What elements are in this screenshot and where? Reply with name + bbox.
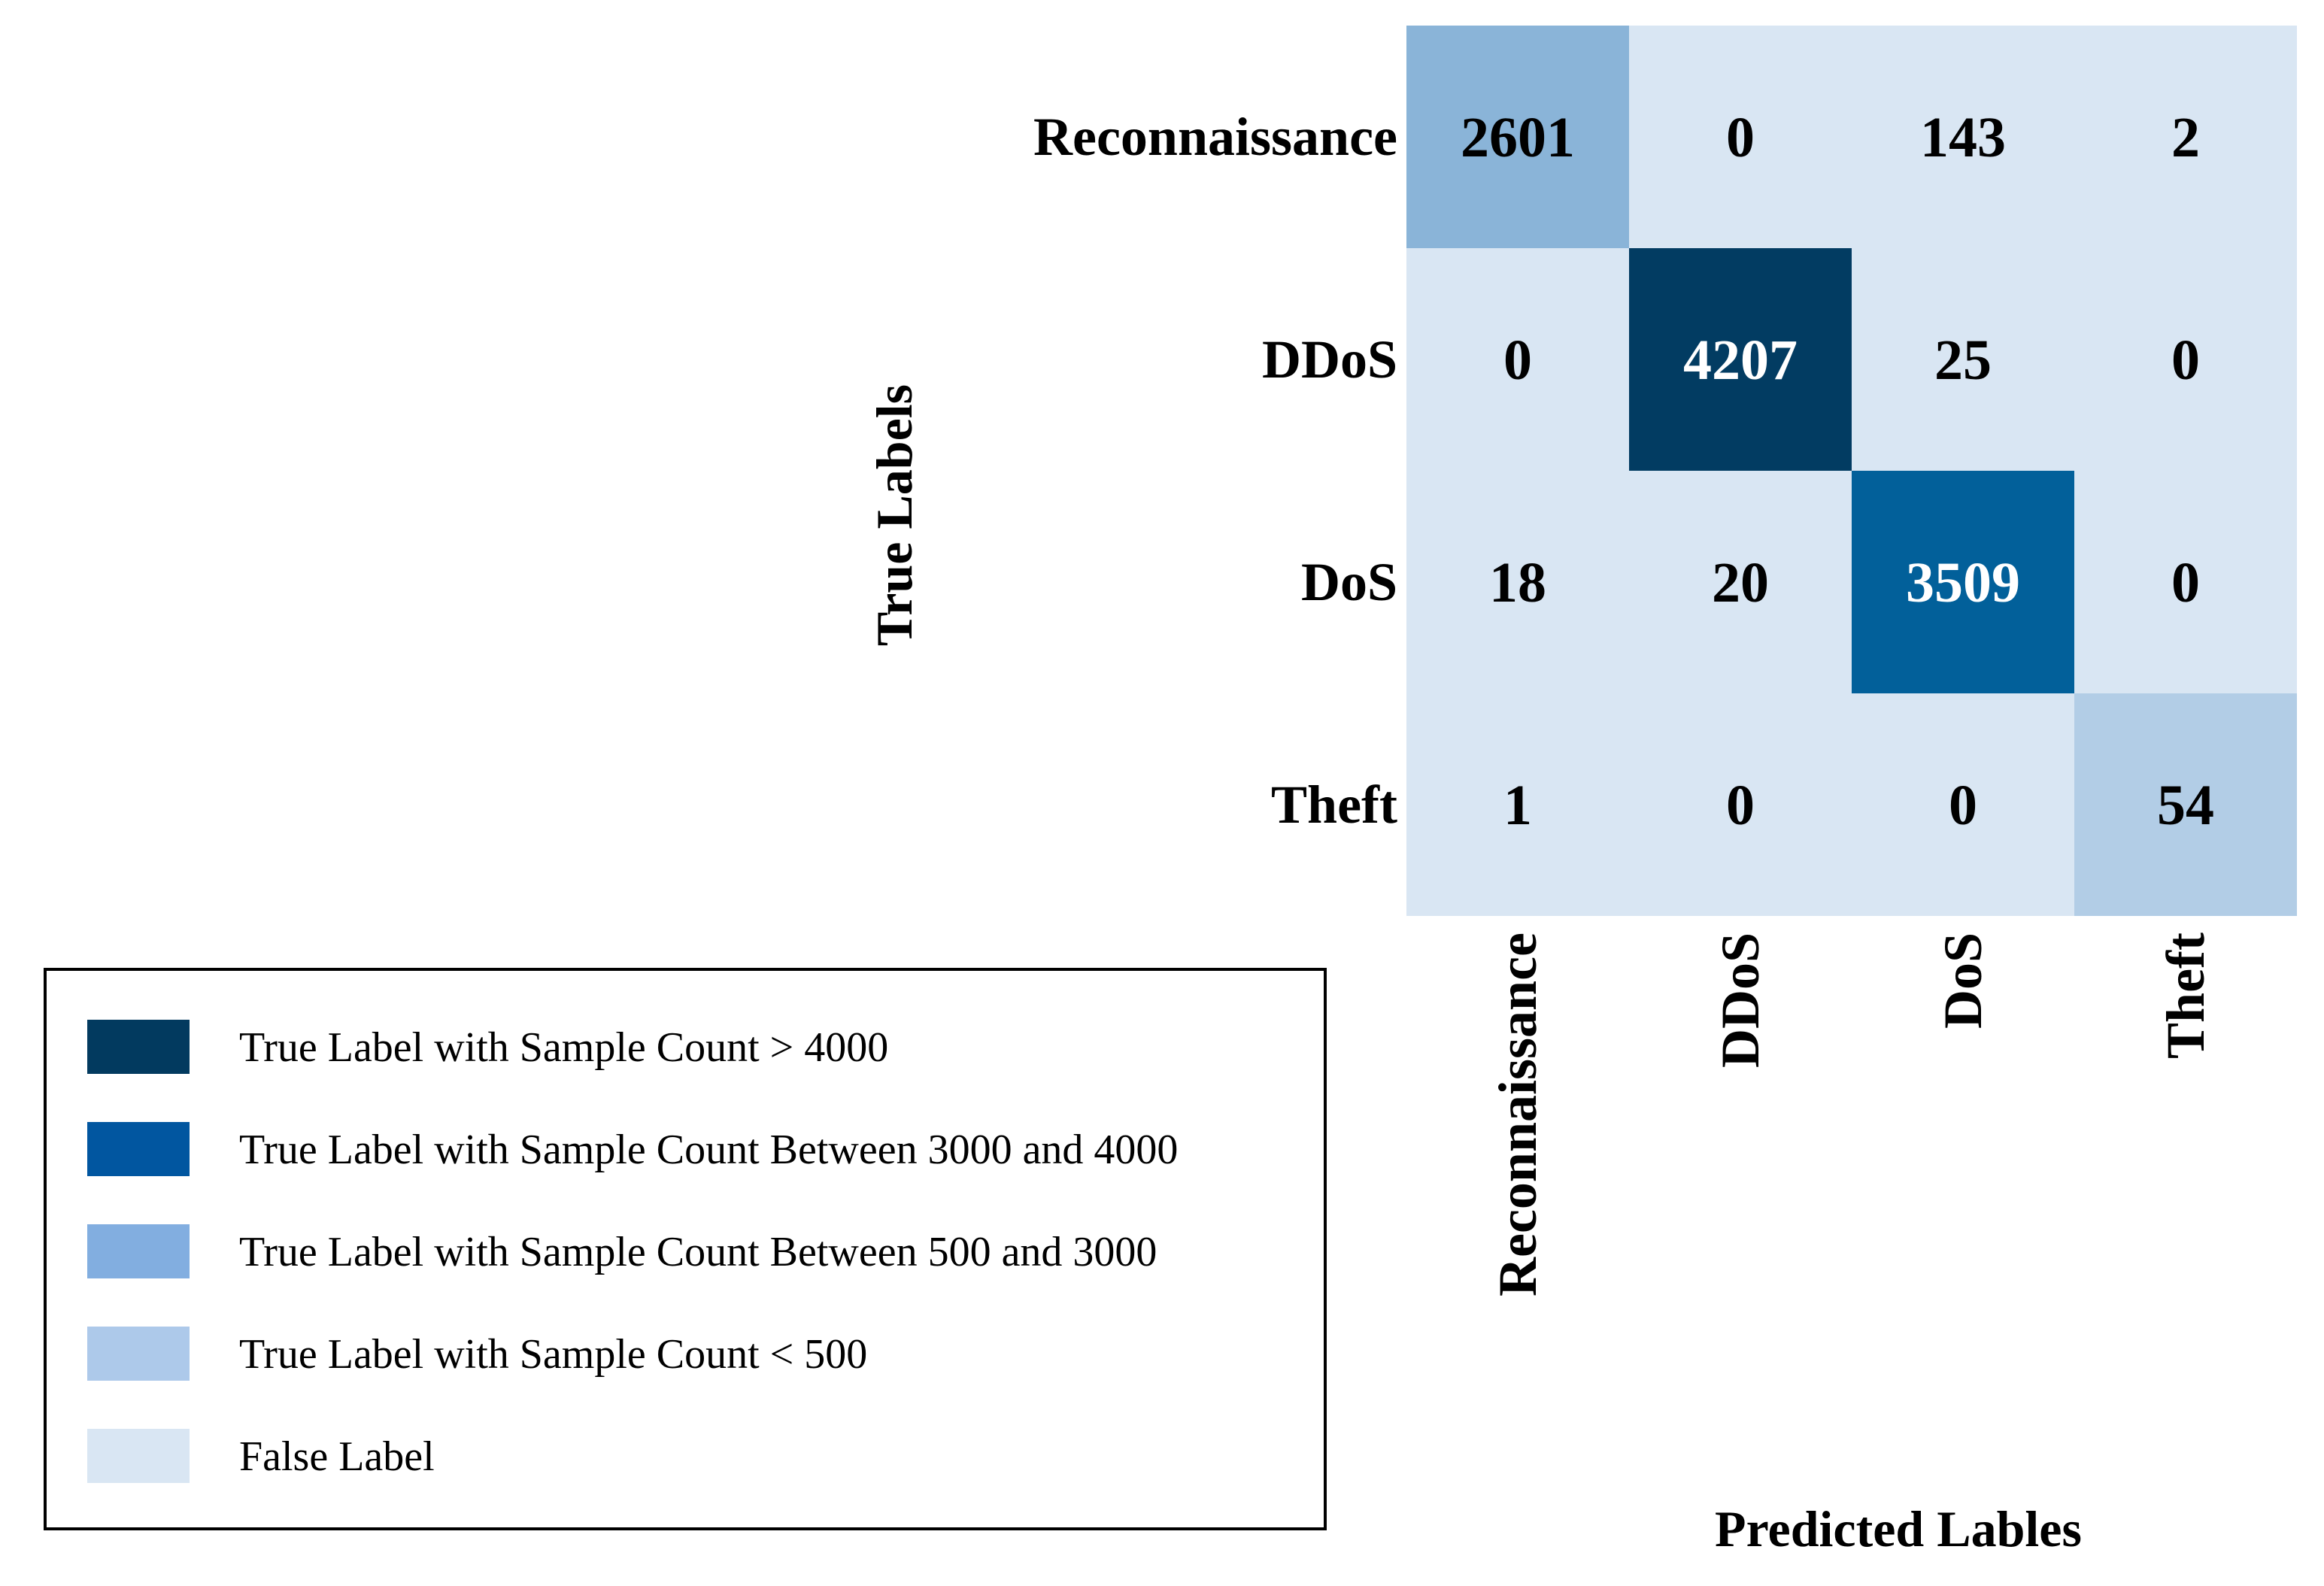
cell-value-dos-reconnaissance: 18 — [1489, 551, 1546, 614]
row-label-dos: DoS — [1301, 552, 1397, 612]
legend-swatch-1 — [87, 1020, 190, 1074]
heatmap-cell-reconnaissance-theft — [2074, 26, 2297, 248]
column-label-dos: DoS — [1933, 932, 1993, 1029]
column-labels: Reconnaissance DDoS DoS Theft — [1488, 932, 2216, 1296]
cell-value-ddos-ddos: 4207 — [1683, 329, 1798, 392]
legend-label-5: False Label — [239, 1433, 435, 1480]
legend-label-1: True Label with Sample Count > 4000 — [239, 1024, 888, 1071]
heatmap-cell-reconnaissance-reconnaissance — [1406, 26, 1629, 248]
cell-value-reconnaissance-ddos: 0 — [1726, 106, 1755, 169]
legend-label-4: True Label with Sample Count < 500 — [239, 1331, 867, 1378]
heatmap-cell-ddos-reconnaissance — [1406, 248, 1629, 471]
row-labels: Reconnaissance DDoS DoS Theft — [1033, 107, 1397, 835]
heatmap-cell-reconnaissance-dos — [1852, 26, 2074, 248]
legend-label-3: True Label with Sample Count Between 500… — [239, 1229, 1157, 1275]
cell-value-theft-ddos: 0 — [1726, 774, 1755, 837]
heatmap-cell-theft-ddos — [1629, 693, 1852, 916]
cell-value-theft-theft: 54 — [2157, 774, 2214, 837]
cell-value-reconnaissance-dos: 143 — [1920, 106, 2006, 169]
column-label-reconnaissance: Reconnaissance — [1488, 932, 1548, 1296]
legend-swatch-5 — [87, 1429, 190, 1483]
x-axis-title: Predicted Lables — [1715, 1500, 2082, 1557]
cell-value-dos-ddos: 20 — [1712, 551, 1769, 614]
legend-frame — [44, 968, 1327, 1530]
cell-value-reconnaissance-theft: 2 — [2171, 106, 2200, 169]
cell-value-reconnaissance-reconnaissance: 2601 — [1461, 106, 1575, 169]
y-axis-title: True Labels — [866, 384, 923, 646]
cell-value-theft-reconnaissance: 1 — [1503, 774, 1532, 837]
cell-value-ddos-dos: 25 — [1934, 329, 1992, 392]
cell-value-dos-theft: 0 — [2171, 551, 2200, 614]
heatmap-cell-reconnaissance-ddos — [1629, 26, 1852, 248]
legend: True Label with Sample Count > 4000 True … — [44, 968, 1327, 1530]
column-label-ddos: DDoS — [1710, 932, 1770, 1068]
column-label-theft: Theft — [2156, 932, 2216, 1059]
heatmap-cell-dos-reconnaissance — [1406, 471, 1629, 693]
legend-label-2: True Label with Sample Count Between 300… — [239, 1127, 1178, 1173]
heatmap-cell-ddos-dos — [1852, 248, 2074, 471]
legend-swatch-4 — [87, 1327, 190, 1381]
cell-values: 2601 0 143 20 4207 25 018 20 3509 01 0 0 54 — [1461, 106, 2214, 837]
cell-value-dos-dos: 3509 — [1906, 551, 2020, 614]
row-label-ddos: DDoS — [1262, 329, 1397, 390]
heatmap-cell-dos-theft — [2074, 471, 2297, 693]
row-label-theft: Theft — [1271, 775, 1397, 835]
heatmap-cells — [1406, 26, 2297, 916]
heatmap-cell-dos-ddos — [1629, 471, 1852, 693]
heatmap-cell-theft-theft — [2074, 693, 2297, 916]
row-label-reconnaissance: Reconnaissance — [1033, 107, 1397, 167]
heatmap-cell-ddos-ddos — [1629, 248, 1852, 471]
heatmap-cell-theft-reconnaissance — [1406, 693, 1629, 916]
legend-entries: True Label with Sample Count > 4000 True … — [87, 1020, 1178, 1483]
heatmap-cell-dos-dos — [1852, 471, 2074, 693]
cell-value-theft-dos: 0 — [1949, 774, 1977, 837]
legend-swatch-3 — [87, 1224, 190, 1278]
cell-value-ddos-reconnaissance: 0 — [1503, 329, 1532, 392]
cell-value-ddos-theft: 0 — [2171, 329, 2200, 392]
heatmap-cell-ddos-theft — [2074, 248, 2297, 471]
heatmap-cell-theft-dos — [1852, 693, 2074, 916]
legend-swatch-2 — [87, 1122, 190, 1176]
